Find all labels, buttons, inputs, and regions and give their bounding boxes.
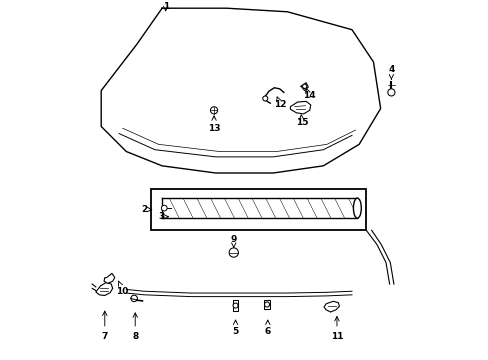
Text: 10: 10 <box>116 281 129 296</box>
Text: 6: 6 <box>264 320 270 336</box>
Circle shape <box>264 302 269 307</box>
Polygon shape <box>324 301 339 312</box>
Text: 14: 14 <box>302 89 315 100</box>
Circle shape <box>302 84 306 89</box>
Circle shape <box>161 205 167 211</box>
Text: 2: 2 <box>141 205 151 214</box>
Circle shape <box>131 295 137 302</box>
Circle shape <box>228 248 238 257</box>
Bar <box>264 300 269 309</box>
Text: 1: 1 <box>162 2 168 11</box>
Text: 12: 12 <box>273 97 286 109</box>
Text: 4: 4 <box>387 64 394 79</box>
Circle shape <box>210 107 217 114</box>
Text: 13: 13 <box>207 116 220 133</box>
Text: 15: 15 <box>295 115 307 127</box>
Text: 9: 9 <box>230 235 237 247</box>
Polygon shape <box>290 102 310 114</box>
Circle shape <box>233 303 238 308</box>
Text: 5: 5 <box>232 320 238 336</box>
Text: 11: 11 <box>330 316 343 341</box>
Polygon shape <box>96 282 112 296</box>
Text: 8: 8 <box>132 313 138 341</box>
Text: 7: 7 <box>102 311 108 341</box>
Bar <box>151 189 366 230</box>
Bar <box>232 300 238 311</box>
Ellipse shape <box>353 198 361 218</box>
Text: 3: 3 <box>158 212 168 221</box>
Circle shape <box>387 89 394 96</box>
Polygon shape <box>104 273 115 283</box>
Circle shape <box>262 96 267 101</box>
